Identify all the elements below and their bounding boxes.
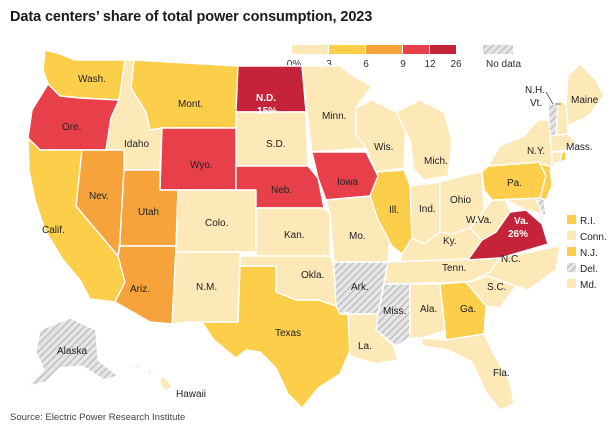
label-nd-value: 15% <box>257 106 277 117</box>
legend-label-3: 3 <box>326 59 332 70</box>
label-az: Ariz. <box>130 284 150 295</box>
legend-bin-4 <box>403 45 429 54</box>
label-me: Maine <box>571 95 599 106</box>
label-ks: Kan. <box>284 230 305 241</box>
label-sc: S.C. <box>487 282 506 293</box>
label-or: Ore. <box>62 122 81 133</box>
key-ri-swatch <box>567 215 576 224</box>
legend-label-26: 26 <box>450 59 462 70</box>
state-ma[interactable] <box>549 133 577 153</box>
state-ri[interactable] <box>559 151 567 163</box>
label-tx: Texas <box>275 328 301 339</box>
label-ky: Ky. <box>443 236 457 247</box>
state-ks[interactable] <box>255 207 331 257</box>
label-nd: N.D. <box>256 93 276 104</box>
legend-label-12: 12 <box>424 59 436 70</box>
state-ga[interactable] <box>439 281 487 341</box>
label-tn: Tenn. <box>442 263 466 274</box>
legend-bin-2 <box>329 45 365 54</box>
label-ak: Alaska <box>57 346 87 357</box>
label-id: Idaho <box>124 139 149 150</box>
label-ny: N.Y. <box>527 146 545 157</box>
label-va-value: 26% <box>508 229 528 240</box>
label-sd: S.D. <box>266 139 285 150</box>
label-oh: Ohio <box>450 195 472 206</box>
legend-label-6: 6 <box>363 59 369 70</box>
map-title: Data centers’ share of total power consu… <box>10 9 373 25</box>
state-ny[interactable] <box>487 119 557 167</box>
state-nc[interactable] <box>469 245 561 291</box>
label-mt: Mont. <box>178 99 203 110</box>
label-va: Va. <box>514 216 529 227</box>
label-ms: Miss. <box>383 306 406 317</box>
key-md-label: Md. <box>580 280 597 291</box>
label-wi: Wis. <box>374 142 393 153</box>
label-ut: Utah <box>138 207 159 218</box>
label-pa: Pa. <box>507 178 522 189</box>
state-mi[interactable] <box>395 99 453 181</box>
state-al[interactable] <box>409 283 447 339</box>
label-mi: Mich. <box>424 156 448 167</box>
legend-label-9: 9 <box>400 59 406 70</box>
legend-bin-5 <box>430 45 456 54</box>
key-conn-label: Conn. <box>580 232 607 243</box>
label-ma: Mass. <box>566 142 593 153</box>
label-il: Ill. <box>389 205 399 216</box>
label-mn: Minn. <box>322 111 346 122</box>
label-al: Ala. <box>420 304 437 315</box>
legend-no-data-label: No data <box>486 59 522 70</box>
label-nh: N.H. <box>525 85 545 96</box>
label-la: La. <box>358 341 372 352</box>
label-vt: Vt. <box>530 98 542 109</box>
label-co: Colo. <box>205 218 228 229</box>
key-conn-swatch <box>567 231 576 240</box>
state-il[interactable] <box>369 169 413 255</box>
label-wa: Wash. <box>78 74 106 85</box>
state-ia[interactable] <box>311 151 379 201</box>
label-fl: Fla. <box>493 368 510 379</box>
label-ga: Ga. <box>460 304 476 315</box>
source-note: Source: Electric Power Research Institut… <box>10 412 186 423</box>
state-hi[interactable] <box>133 363 173 391</box>
state-wi[interactable] <box>355 99 407 173</box>
state-me[interactable] <box>565 63 605 127</box>
label-ne: Neb. <box>271 185 292 196</box>
vt-leader <box>545 91 554 105</box>
label-nv: Nev. <box>89 191 109 202</box>
state-mt[interactable] <box>130 59 239 131</box>
key-del-label: Del. <box>580 264 598 275</box>
label-nc: N.C. <box>501 254 521 265</box>
state-fl[interactable] <box>421 333 515 411</box>
state-ak[interactable] <box>27 317 119 387</box>
state-wy[interactable] <box>159 127 237 191</box>
state-wv[interactable] <box>469 199 511 241</box>
key-ri-label: R.I. <box>580 216 596 227</box>
legend-bin-1 <box>292 45 328 54</box>
label-hi: Hawaii <box>176 389 206 400</box>
legend-label-0: 0% <box>286 59 302 70</box>
key-nj-label: N.J. <box>580 248 598 259</box>
label-ia: Iowa <box>337 177 359 188</box>
label-ok: Okla. <box>301 270 324 281</box>
legend-bin-3 <box>366 45 402 54</box>
key-del-swatch <box>567 263 576 272</box>
label-wv: W.Va. <box>466 215 492 226</box>
label-ca: Calif. <box>42 225 65 236</box>
key-nj-swatch <box>567 247 576 256</box>
label-nm: N.M. <box>196 282 217 293</box>
label-in: Ind. <box>419 204 436 215</box>
state-tx[interactable] <box>201 265 351 409</box>
key-md-swatch <box>567 279 576 288</box>
label-mo: Mo. <box>349 231 366 242</box>
label-wy: Wyo. <box>190 160 213 171</box>
label-ar: Ark. <box>351 282 369 293</box>
